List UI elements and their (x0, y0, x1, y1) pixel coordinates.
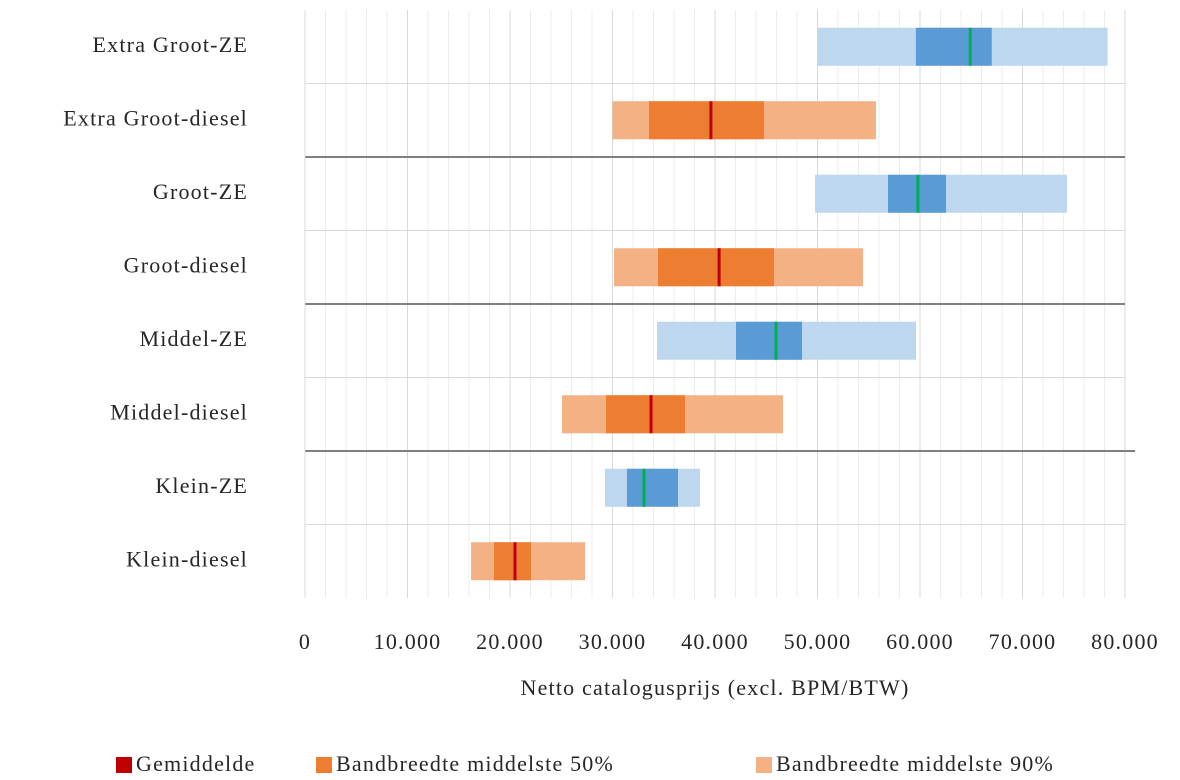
y-tick-label: Klein-diesel (126, 546, 248, 571)
range-bar (626, 468, 678, 507)
y-tick-label: Middel-diesel (110, 399, 248, 424)
range-bar (606, 395, 685, 434)
x-tick-label: 40.000 (681, 629, 749, 654)
x-tick-label: 0 (299, 629, 311, 654)
legend-label: Bandbreedte middelste 90% (776, 751, 1054, 776)
x-tick-label: 60.000 (886, 629, 954, 654)
legend-swatch (756, 757, 772, 773)
y-tick-label: Middel-ZE (139, 326, 248, 351)
range-bar (658, 248, 775, 287)
mean-marker (717, 248, 721, 287)
x-tick-label: 20.000 (476, 629, 544, 654)
legend-label: Bandbreedte middelste 50% (336, 751, 614, 776)
x-axis-title: Netto catalogusprijs (excl. BPM/BTW) (520, 675, 909, 700)
x-tick-label: 80.000 (1091, 629, 1159, 654)
range-bar (915, 27, 992, 66)
range-bar (648, 101, 764, 140)
x-tick-label: 50.000 (784, 629, 852, 654)
legend-swatch (116, 757, 132, 773)
y-tick-label: Klein-ZE (155, 473, 248, 498)
legend-label: Gemiddelde (136, 751, 256, 776)
x-tick-label: 30.000 (579, 629, 647, 654)
legend-swatch (316, 757, 332, 773)
mean-marker (649, 395, 653, 434)
y-tick-label: Groot-diesel (124, 252, 248, 277)
x-tick-label: 70.000 (989, 629, 1057, 654)
mean-marker (774, 321, 778, 360)
range-bar (494, 542, 532, 581)
range-bar (736, 321, 803, 360)
mean-marker (916, 174, 920, 213)
mean-marker (709, 101, 713, 140)
x-tick-label: 10.000 (374, 629, 442, 654)
y-tick-label: Extra Groot-diesel (63, 105, 248, 130)
mean-marker (642, 468, 646, 507)
mean-marker (513, 542, 517, 581)
y-tick-label: Groot-ZE (153, 179, 248, 204)
y-tick-label: Extra Groot-ZE (93, 32, 248, 57)
mean-marker (968, 27, 972, 66)
